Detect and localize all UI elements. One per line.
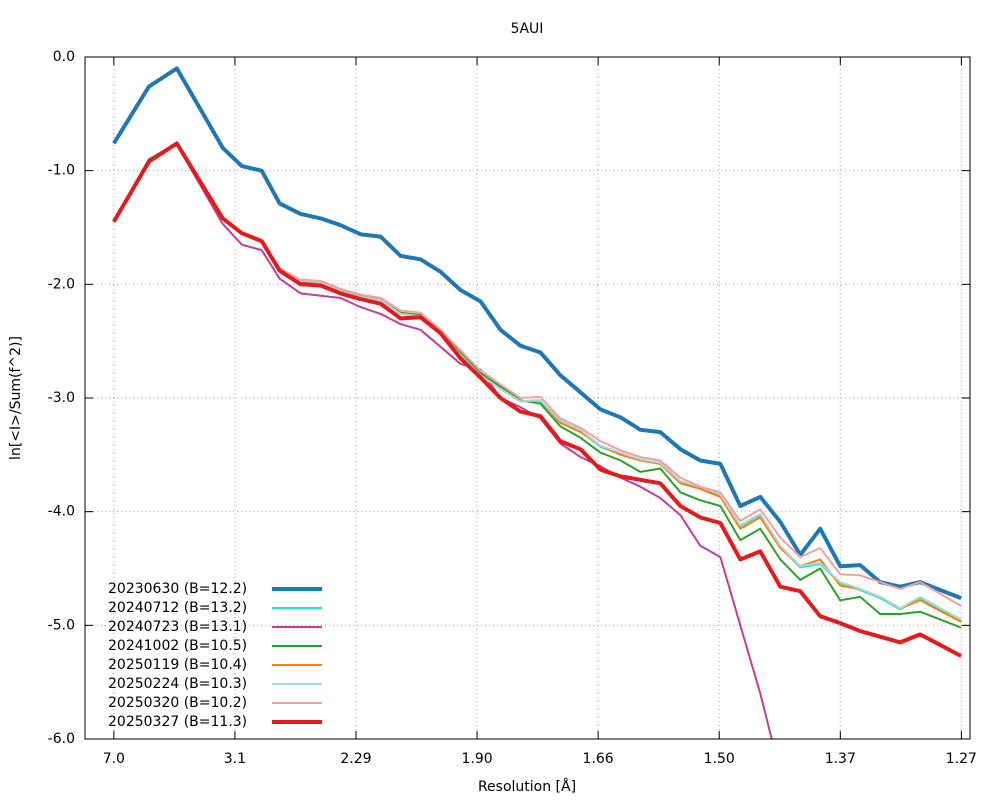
x-tick-label: 7.0 [103, 751, 125, 767]
y-tick-label: -1.0 [48, 163, 75, 179]
x-tick-label: 1.50 [704, 751, 735, 767]
series-line [112, 66, 962, 600]
y-axis-label: ln[<I>/Sum(f^2)] [8, 336, 24, 460]
x-tick-label: 2.29 [340, 751, 371, 767]
legend-label: 20250320 (B=10.2) [108, 695, 247, 711]
x-tick-label: 1.37 [825, 751, 856, 767]
x-axis-label: Resolution [Å] [478, 778, 576, 795]
chart-title: 5AUI [511, 21, 544, 37]
x-tick-label: 3.1 [224, 751, 246, 767]
x-tick-label: 1.66 [583, 751, 614, 767]
series-line [112, 142, 962, 622]
series-line [112, 142, 962, 621]
legend-label: 20241002 (B=10.5) [108, 638, 247, 654]
legend-label: 20250327 (B=11.3) [108, 714, 247, 730]
legend-label: 20250119 (B=10.4) [108, 657, 247, 673]
legend-label: 20240712 (B=13.2) [108, 600, 247, 616]
y-tick-label: -2.0 [48, 276, 75, 292]
y-tick-label: -6.0 [48, 731, 75, 747]
series-line [112, 142, 962, 607]
legend-label: 20230630 (B=12.2) [108, 581, 247, 597]
y-tick-label: -4.0 [48, 504, 75, 520]
legend: 20230630 (B=12.2) 20240712 (B=13.2) 202407… [108, 581, 322, 730]
plot-lines [112, 66, 963, 739]
x-tick-label: 1.27 [946, 751, 977, 767]
series-line [112, 141, 963, 658]
legend-label: 20240723 (B=13.1) [108, 619, 247, 635]
plot-frame [84, 56, 971, 740]
y-tick-label: -5.0 [48, 617, 75, 633]
legend-label: 20250224 (B=10.3) [108, 676, 247, 692]
x-tick-label: 1.90 [461, 751, 492, 767]
grid: 0.0 -1.0 -2.0 -3.0 -4.0 -5.0 -6.0 7.0 3.1 2.29 1.9… [48, 49, 977, 767]
y-tick-label: 0.0 [53, 49, 75, 65]
series-line [112, 142, 962, 623]
y-tick-label: -3.0 [48, 390, 75, 406]
